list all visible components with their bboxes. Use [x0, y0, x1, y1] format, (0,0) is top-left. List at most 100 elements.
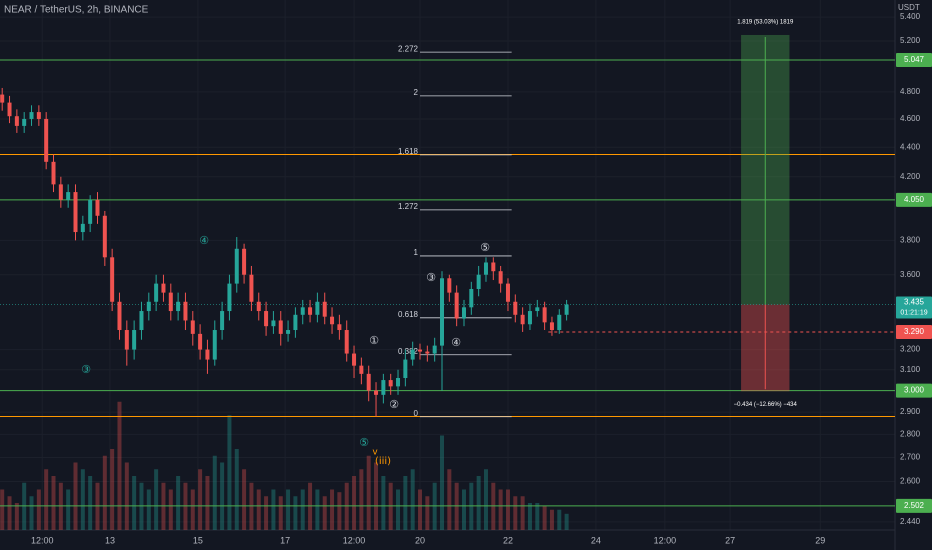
- candle-body: [249, 274, 254, 302]
- x-tick-label: 15: [193, 535, 203, 545]
- candle-body: [527, 311, 532, 325]
- candle-body: [117, 301, 122, 331]
- candle-body: [227, 283, 232, 312]
- x-tick-label: 22: [503, 535, 513, 545]
- volume-bar: [300, 489, 305, 530]
- volume-bar: [520, 496, 525, 530]
- volume-bar: [110, 449, 115, 530]
- volume-bar: [205, 476, 210, 530]
- candle-body: [36, 112, 41, 119]
- y-tick-label: 5.400: [900, 12, 921, 21]
- volume-bar: [154, 469, 159, 530]
- volume-bar: [396, 489, 401, 530]
- candle-body: [264, 311, 269, 327]
- volume-bar: [168, 489, 173, 530]
- last-price-badge: [896, 296, 932, 319]
- volume-bar: [256, 489, 261, 530]
- volume-bar: [447, 469, 452, 530]
- fib-label: 1.618: [398, 147, 419, 156]
- volume-bar: [403, 476, 408, 530]
- volume-bar: [352, 476, 357, 530]
- last-price-label: 3.435: [904, 298, 925, 307]
- volume-bar: [190, 489, 195, 530]
- candle-body: [176, 301, 181, 312]
- plot: 2.272 2 1.618 1.272 1 0.618 0.382 0 1.819 (53.03…: [0, 0, 896, 550]
- candle-body: [388, 380, 393, 387]
- volume-bar: [36, 489, 41, 530]
- volume-bar: [220, 462, 225, 530]
- volume-bar: [44, 469, 49, 530]
- volume-bar: [7, 496, 12, 530]
- candle-body: [447, 278, 452, 293]
- volume-bar: [278, 496, 283, 530]
- volume-bar: [286, 489, 291, 530]
- volume-bar: [440, 435, 445, 530]
- volume-bar: [359, 469, 364, 530]
- wave-label: ④: [451, 336, 461, 349]
- candle-body: [29, 112, 34, 119]
- candle-body: [80, 223, 85, 233]
- candle-body: [498, 271, 503, 284]
- fib-label: 2: [414, 88, 419, 97]
- volume-bar: [132, 476, 137, 530]
- x-tick-label: 12:00: [343, 535, 366, 545]
- candle-body: [461, 307, 466, 319]
- chart-title: NEAR / TetherUS, 2h, BINANCE: [4, 5, 149, 16]
- candle-body: [73, 192, 78, 233]
- volume-bar: [102, 455, 107, 530]
- wave-label: ②: [389, 398, 399, 411]
- candle-body: [410, 349, 415, 360]
- wave-label: v: [372, 448, 378, 458]
- y-tick-label: 4.400: [900, 142, 921, 151]
- candle-body: [95, 199, 100, 216]
- price-badge-label: 3.290: [904, 327, 925, 336]
- candle-body: [352, 353, 357, 366]
- volume-bar: [410, 469, 415, 530]
- y-tick-label: 2.440: [900, 517, 921, 526]
- volume-bar: [498, 489, 503, 530]
- candle-body: [513, 301, 518, 315]
- volume-bar: [176, 476, 181, 530]
- price-badge-label: 3.000: [904, 386, 925, 395]
- wave-label: ⑤: [359, 436, 369, 449]
- candle-body: [51, 161, 56, 185]
- candle-body: [66, 192, 71, 200]
- volume-bar: [418, 489, 423, 530]
- candle-body: [256, 301, 261, 312]
- y-tick-label: 4.600: [900, 114, 921, 123]
- x-tick-label: 27: [725, 535, 735, 545]
- candle-body: [234, 248, 239, 284]
- x-tick-label: 13: [105, 535, 115, 545]
- volume-bar: [527, 503, 532, 530]
- x-tick-label: 29: [815, 535, 825, 545]
- stop-label: −0.434 (−12.66%) −434: [734, 402, 798, 408]
- price-badge: [896, 383, 932, 398]
- wave-label: ①: [369, 334, 379, 347]
- candle-body: [102, 215, 107, 258]
- wave-label: ⑤: [480, 241, 490, 254]
- candle-body: [344, 330, 349, 354]
- volume-bar: [293, 496, 298, 530]
- currency: USDT: [898, 3, 920, 12]
- candle-body: [198, 333, 203, 350]
- candle-body: [242, 248, 247, 275]
- candle-body: [139, 311, 144, 331]
- volume-bar: [564, 513, 569, 530]
- fib-label: 0.618: [398, 310, 419, 319]
- volume-bar: [381, 476, 386, 530]
- candle-body: [381, 380, 386, 395]
- volume-bar: [315, 489, 320, 530]
- volume-bar: [549, 509, 554, 530]
- volume-bar: [117, 401, 122, 530]
- candle-body: [330, 316, 335, 325]
- fib-label: 2.272: [398, 44, 419, 53]
- volume-bar: [264, 496, 269, 530]
- x-tick-label: 24: [591, 535, 601, 545]
- volume-bar: [227, 415, 232, 530]
- y-tick-label: 5.200: [900, 36, 921, 45]
- x-tick-label: 12:00: [654, 535, 677, 545]
- price-badge: [896, 498, 932, 513]
- volume-bar: [146, 489, 151, 530]
- fib-label: 1.272: [398, 202, 419, 211]
